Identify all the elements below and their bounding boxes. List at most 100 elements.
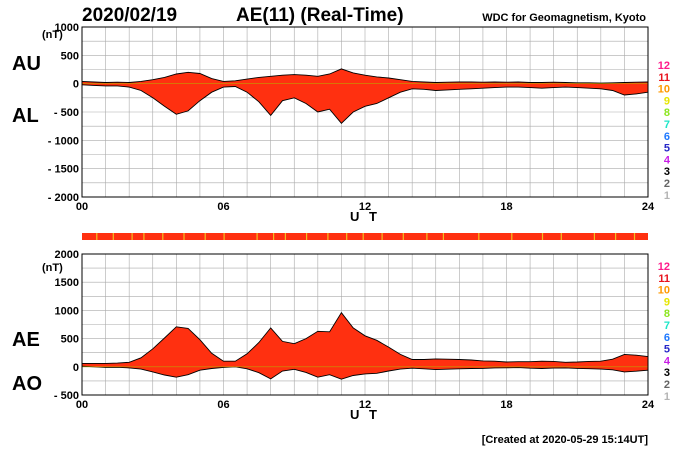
quality-tick (633, 233, 636, 240)
ae-ao-series (81, 311, 649, 380)
au-al-unit-label: (nT) (42, 29, 63, 41)
quality-tick (273, 233, 275, 240)
quality-tick (362, 233, 364, 240)
series-line-au (81, 68, 649, 84)
y-tick-label: - 500 (54, 107, 79, 119)
quality-tick (284, 233, 286, 240)
quality-tick (96, 233, 98, 240)
quality-tick (511, 233, 513, 240)
quality-tick (327, 233, 329, 240)
station-number-label: 12 (658, 261, 670, 273)
station-number-label: 3 (664, 166, 670, 178)
station-number-label: 12 (658, 60, 670, 72)
chart-title: AE(11) (Real-Time) (236, 5, 404, 26)
quality-tick (346, 233, 348, 240)
y-tick-label: 1000 (55, 22, 79, 34)
x-tick-label: 06 (217, 399, 229, 411)
au-al-plot-frame (81, 26, 649, 198)
created-timestamp: [Created at 2020-05-29 15:14UT] (482, 434, 649, 446)
y-tick-label: 2000 (55, 249, 79, 261)
y-tick-label: 1500 (55, 277, 79, 289)
y-tick-label: 500 (61, 50, 79, 62)
x-tick-label: 24 (642, 201, 655, 213)
quality-tick (256, 233, 258, 240)
ae-ao-y-axis: 2000 1500 1000 500 0 - 500 (54, 249, 79, 402)
data-quality-bar (82, 233, 648, 240)
ae-ao-unit-label: (nT) (42, 262, 63, 274)
y-tick-label: 0 (73, 362, 79, 374)
quality-tick (162, 233, 164, 240)
station-number-label: 2 (664, 379, 670, 391)
ae-ao-x-axis: 00 06 12 18 24 (76, 399, 655, 411)
quality-bar-fill (82, 233, 648, 240)
quality-tick (183, 233, 185, 240)
quality-tick (560, 233, 562, 240)
station-number-label: 9 (664, 296, 670, 308)
x-tick-label: 12 (359, 399, 371, 411)
envelope-area (82, 312, 648, 380)
y-tick-label: - 500 (54, 390, 79, 402)
quality-tick (426, 233, 428, 240)
al-label: AL (12, 105, 39, 127)
station-number-label: 1 (664, 391, 670, 403)
quality-tick (204, 233, 206, 240)
ao-label: AO (12, 373, 42, 395)
station-number-label: 7 (664, 119, 670, 131)
station-number-label: 6 (664, 131, 670, 143)
station-number-label: 5 (664, 143, 670, 155)
y-tick-label: 500 (61, 334, 79, 346)
quality-tick (306, 233, 308, 240)
y-tick-label: - 2000 (48, 192, 79, 204)
station-number-label: 11 (658, 72, 670, 84)
y-tick-label: - 1500 (48, 164, 79, 176)
station-number-label: 9 (664, 95, 670, 107)
series-line-al (81, 84, 649, 124)
station-number-label: 8 (664, 107, 670, 119)
x-tick-label: 18 (500, 399, 512, 411)
x-tick-label: 00 (76, 201, 88, 213)
x-tick-label: 12 (359, 201, 371, 213)
quality-tick (131, 233, 133, 240)
quality-bar-ticks (96, 233, 636, 240)
quality-tick (593, 233, 595, 240)
station-number-label: 5 (664, 344, 670, 356)
au-al-grid (81, 26, 649, 198)
organization-label: WDC for Geomagnetism, Kyoto (482, 12, 646, 24)
quality-tick (402, 233, 404, 240)
station-number-label: 6 (664, 332, 670, 344)
station-number-label: 4 (664, 154, 671, 166)
x-tick-label: 18 (500, 201, 512, 213)
au-label: AU (12, 53, 41, 75)
quality-tick (615, 233, 617, 240)
x-tick-label: 06 (217, 201, 229, 213)
series-line-ao (81, 365, 649, 380)
station-number-label: 10 (658, 84, 670, 96)
x-tick-label: 00 (76, 399, 88, 411)
quality-tick (223, 233, 225, 240)
series-line-ae (82, 311, 649, 364)
station-number-label: 3 (664, 367, 670, 379)
station-number-label: 8 (664, 308, 670, 320)
station-number-label: 10 (658, 285, 670, 297)
quality-tick (442, 233, 444, 240)
au-al-x-axis: 00 06 12 18 24 (76, 201, 655, 213)
station-number-label: 7 (664, 320, 670, 332)
ae-label: AE (12, 329, 40, 351)
station-number-label: 1 (664, 190, 670, 202)
ae-ao-plot-frame (81, 253, 649, 396)
y-tick-label: 1000 (55, 305, 79, 317)
quality-tick (478, 233, 480, 240)
station-number-label: 2 (664, 178, 670, 190)
y-tick-label: - 1000 (48, 135, 79, 147)
x-tick-label: 24 (642, 399, 655, 411)
au-al-x-axis-label: U T (350, 209, 380, 224)
au-al-series (81, 68, 649, 124)
station-number-label: 11 (658, 273, 670, 285)
quality-tick (381, 233, 383, 240)
au-al-y-axis: 1000 500 0 - 500 - 1000 - 1500 - 2000 (48, 22, 79, 204)
quality-tick (143, 233, 145, 240)
